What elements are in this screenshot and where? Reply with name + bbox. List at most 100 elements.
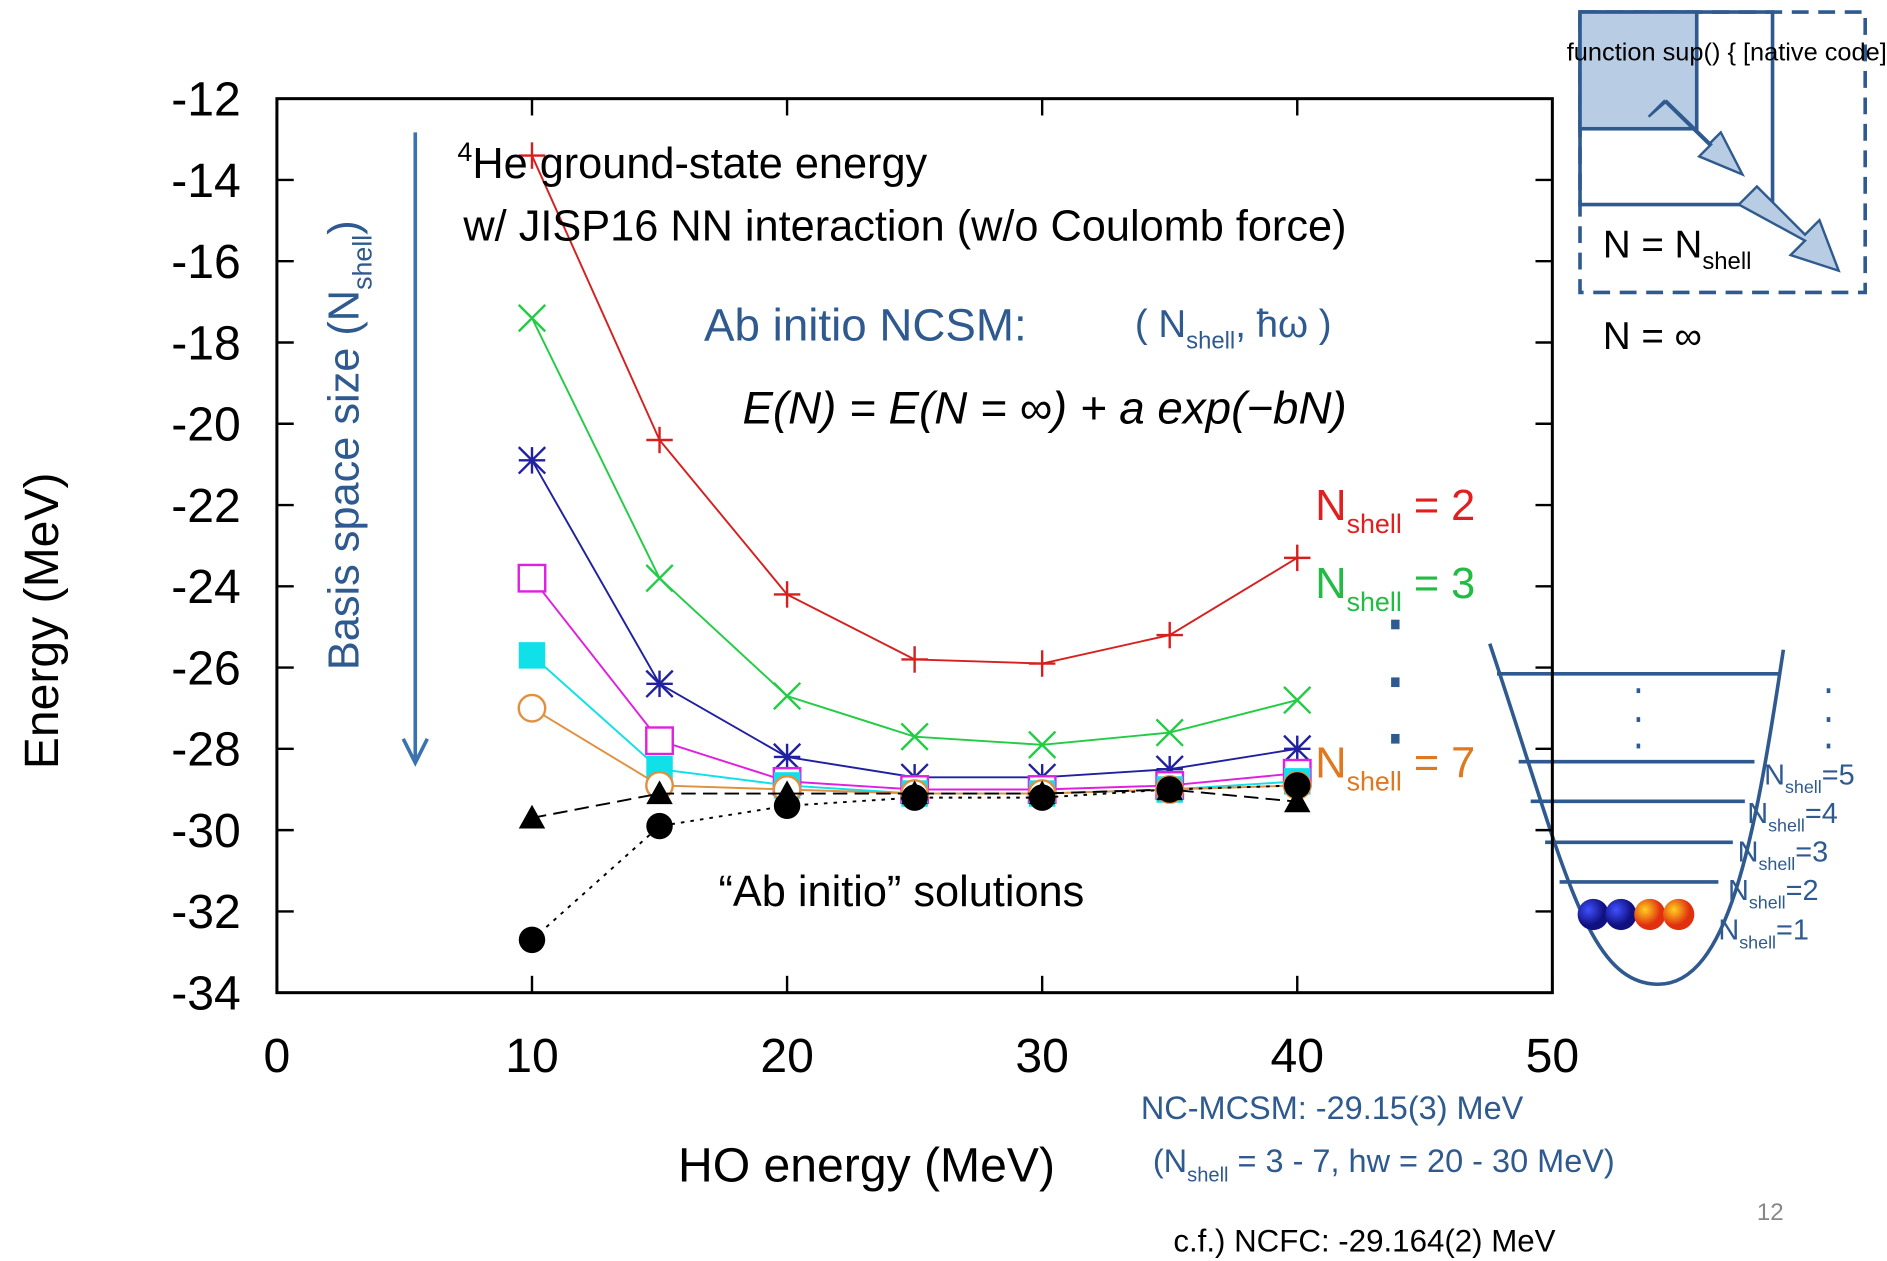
- point: [645, 669, 674, 698]
- level-label-sub: shell: [1749, 893, 1786, 913]
- note-base: NC-MCSM: -29.15(3) MeV: [1141, 1090, 1524, 1126]
- mcsm-n: N = Nshell: [1603, 223, 1752, 275]
- nshell-label-tail: = 3: [1402, 560, 1475, 608]
- nucleon: [1605, 898, 1637, 931]
- note: c.f.) NCFC: -29.164(2) MeV: [1173, 1223, 1555, 1258]
- marker-shape: [1284, 788, 1311, 813]
- marker-stroke: [1283, 686, 1312, 715]
- x-axis-label: HO energy (MeV): [678, 1139, 1055, 1193]
- marker-shape: [1156, 776, 1183, 803]
- marker-stroke: [900, 722, 929, 751]
- point: [772, 681, 802, 711]
- plot-frame: [275, 97, 1554, 995]
- level-label-tail: =5: [1822, 760, 1855, 792]
- nucleon: [1577, 898, 1609, 931]
- point: [1283, 686, 1312, 715]
- point: [517, 446, 547, 475]
- point: [773, 792, 801, 819]
- point: [518, 642, 546, 669]
- basis-label-sub: shell: [348, 235, 378, 290]
- point: [1028, 650, 1056, 677]
- x-tick-label: 50: [1526, 1029, 1580, 1083]
- point: [646, 426, 673, 454]
- note-base: (N: [1153, 1143, 1187, 1179]
- level-label-base: N: [1728, 875, 1749, 907]
- nshell-label-sub: shell: [1347, 587, 1402, 617]
- marker-shape: [1284, 772, 1311, 799]
- page-number-base: 12: [1757, 1199, 1784, 1226]
- mcsm-label: function sup() { [native code] }function…: [1567, 39, 1887, 96]
- point: [645, 564, 674, 593]
- basis-label-tail: ): [321, 220, 369, 234]
- title: 4He ground-state energy: [457, 137, 927, 188]
- note-sub: shell: [1187, 1165, 1228, 1187]
- level-label-sub: shell: [1785, 777, 1822, 797]
- level-label-base: N: [1738, 837, 1759, 869]
- point: [646, 780, 673, 805]
- marker-shape: [518, 642, 546, 669]
- x-tick-label: 40: [1270, 1029, 1324, 1083]
- nshell-label-base: N: [1315, 560, 1346, 608]
- level-label-base: N: [1764, 760, 1785, 792]
- y-axis-label: Energy (MeV): [15, 472, 69, 769]
- level-label-tail: =4: [1805, 798, 1838, 830]
- subtitle: w/ JISP16 NN interaction (w/o Coulomb fo…: [462, 203, 1346, 251]
- ncsm-params-base: ( N: [1135, 303, 1186, 346]
- basis-label: Basis space size (Nshell): [321, 220, 378, 670]
- marker-shape: [518, 804, 546, 829]
- level-label-tail: =3: [1795, 837, 1828, 869]
- point: [1155, 718, 1184, 747]
- point: [900, 722, 929, 751]
- point: [901, 784, 928, 811]
- point: [1156, 621, 1183, 649]
- y-tick-label: -20: [171, 398, 241, 452]
- ncsm-params-tail: , ħω ): [1235, 303, 1331, 346]
- x-tick-label: 30: [1015, 1029, 1069, 1083]
- level-label: Nshell=1: [1718, 915, 1809, 953]
- point: [645, 726, 674, 756]
- point: [1284, 544, 1311, 572]
- y-tick-label: -28: [171, 723, 241, 777]
- marker-shape: [517, 693, 547, 723]
- subtitle-base: w/ JISP16 NN interaction (w/o Coulomb fo…: [462, 203, 1346, 251]
- level-label-sub: shell: [1739, 932, 1776, 952]
- mcsm-diagram: [1578, 10, 1867, 295]
- level-label: Nshell=5: [1764, 760, 1855, 798]
- marker-shape: [646, 812, 673, 840]
- mcsm-n-base: N = N: [1603, 223, 1702, 266]
- marker-stroke: [517, 446, 547, 475]
- note: (Nshell = 3 - 7, hw = 20 - 30 MeV): [1153, 1143, 1615, 1187]
- marker-shape: [1028, 784, 1056, 811]
- marker-shape: [645, 726, 674, 756]
- solutions-label-base: “Ab initio” solutions: [718, 868, 1084, 916]
- y-tick-label: -30: [171, 804, 241, 858]
- marker-stroke: [1028, 730, 1057, 759]
- arrow: [1647, 99, 1746, 177]
- formula-base: E(N) = E(N = ∞) + a exp(−bN): [742, 383, 1346, 434]
- point: [518, 142, 546, 169]
- point: [1284, 772, 1311, 799]
- point: [772, 742, 802, 772]
- y-tick-label: -24: [171, 560, 241, 614]
- nshell-label-tail: = 7: [1402, 739, 1475, 787]
- point: [517, 693, 547, 723]
- note: NC-MCSM: -29.15(3) MeV: [1141, 1090, 1524, 1126]
- x-tick-label: 10: [505, 1029, 559, 1083]
- page-number: 12: [1757, 1199, 1784, 1226]
- note-tail: = 3 - 7, hw = 20 - 30 MeV): [1229, 1143, 1615, 1179]
- ncsm-params-sub: shell: [1186, 327, 1235, 354]
- level-label-base: N: [1747, 798, 1768, 830]
- level-label: Nshell=4: [1747, 798, 1838, 836]
- solutions-label: “Ab initio” solutions: [718, 868, 1084, 916]
- level-label-base: N: [1718, 915, 1739, 947]
- core-box: [1578, 10, 1699, 131]
- mcsm-label-sup: function sup() { [native code] }: [1567, 39, 1887, 67]
- x-tick-label: 20: [760, 1029, 814, 1083]
- arrow: [1736, 184, 1841, 273]
- ncsm-label-base: Ab initio NCSM:: [704, 300, 1027, 351]
- basis-arrow: [401, 132, 429, 767]
- y-tick-label: -16: [171, 235, 241, 289]
- y-tick-label: -22: [171, 479, 241, 533]
- marker-stroke: [1283, 734, 1312, 763]
